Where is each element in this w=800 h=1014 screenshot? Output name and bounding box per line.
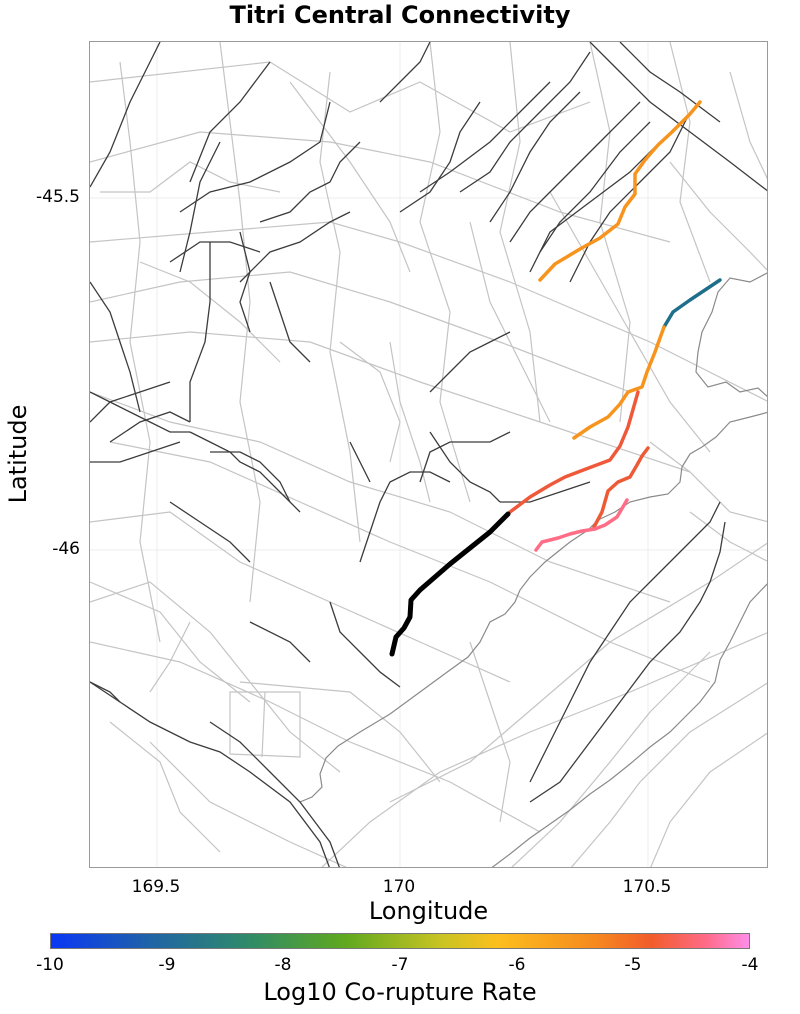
colorbar-tick: -10 bbox=[36, 955, 64, 975]
colorbar bbox=[50, 933, 750, 949]
pink-segment bbox=[534, 498, 629, 552]
coastline bbox=[299, 272, 767, 867]
x-tick-170-5: 170.5 bbox=[622, 877, 672, 897]
highlighted-faults bbox=[389, 100, 722, 657]
colorbar-label: Log10 Co-rupture Rate bbox=[263, 978, 537, 1006]
central-segment bbox=[572, 325, 666, 440]
colorbar-tick: -6 bbox=[508, 955, 526, 975]
colorbar-tick: -9 bbox=[158, 955, 176, 975]
background-faults bbox=[90, 42, 767, 867]
y-axis-label: Latitude bbox=[4, 404, 32, 504]
gridlines bbox=[90, 42, 767, 867]
subsection-outlines bbox=[90, 42, 767, 867]
teal-segment bbox=[662, 278, 722, 329]
colorbar-tick: -4 bbox=[741, 955, 759, 975]
x-tick-170: 170 bbox=[382, 877, 416, 897]
map-canvas bbox=[90, 42, 767, 867]
orange-red-segment bbox=[508, 390, 640, 514]
y-tick-45-5: -45.5 bbox=[36, 187, 80, 207]
red-segment bbox=[592, 446, 650, 529]
colorbar-tick: -8 bbox=[274, 955, 292, 975]
x-axis-label: Longitude bbox=[368, 897, 489, 925]
x-tick-169-5: 169.5 bbox=[131, 877, 181, 897]
colorbar-tick: -5 bbox=[624, 955, 642, 975]
source-rupture bbox=[389, 511, 511, 657]
colorbar-tick: -7 bbox=[391, 955, 409, 975]
map-plot-area[interactable] bbox=[89, 41, 768, 868]
y-tick-46: -46 bbox=[52, 539, 80, 559]
north-east-segment bbox=[538, 100, 702, 282]
map-title: Titri Central Connectivity bbox=[229, 1, 571, 29]
